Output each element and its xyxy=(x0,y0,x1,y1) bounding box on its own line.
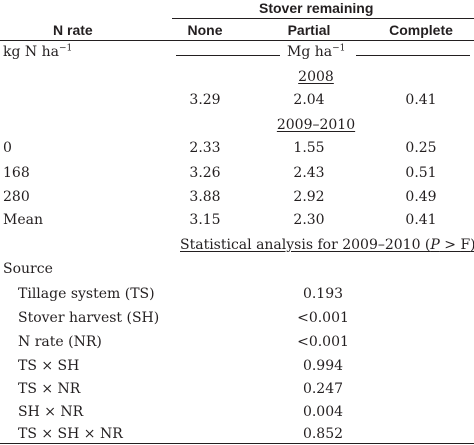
cell-2008-partial: 2.04 xyxy=(293,92,325,108)
source-label-item: TS × SH xyxy=(18,358,80,374)
cell-partial: 2.43 xyxy=(293,165,325,181)
cell-partial: 1.55 xyxy=(293,140,325,156)
p-value: 0.247 xyxy=(302,381,344,397)
col-header-partial: Partial xyxy=(287,22,331,38)
source-label-item: N rate (NR) xyxy=(18,334,102,350)
col-header-none: None xyxy=(187,22,223,38)
row-label: 168 xyxy=(3,165,30,181)
n-rate-unit: kg N ha−1 xyxy=(3,43,73,60)
cell-2008-complete: 0.41 xyxy=(405,92,437,108)
cell-partial: 2.92 xyxy=(293,189,325,205)
units-dash-left xyxy=(176,55,280,56)
row-label: Mean xyxy=(3,212,43,228)
section-title-2009-2010: 2009–2010 xyxy=(276,117,356,133)
stats-title: Statistical analysis for 2009–2010 (P > … xyxy=(180,237,474,253)
source-label-item: TS × SH × NR xyxy=(18,426,123,442)
col-header-complete: Complete xyxy=(389,22,453,38)
n-rate-header: N rate xyxy=(53,22,93,38)
cell-none: 3.15 xyxy=(189,212,221,228)
cell-complete: 0.51 xyxy=(405,165,437,181)
source-label-item: Stover harvest (SH) xyxy=(18,310,160,326)
source-label-item: TS × NR xyxy=(18,381,81,397)
cell-none: 3.88 xyxy=(189,189,221,205)
cell-2008-none: 3.29 xyxy=(189,92,221,108)
cell-complete: 0.41 xyxy=(405,212,437,228)
cell-complete: 0.49 xyxy=(405,189,437,205)
row-label: 280 xyxy=(3,189,30,205)
source-label-item: Tillage system (TS) xyxy=(18,286,155,302)
source-label: Source xyxy=(3,261,53,277)
stover-remaining-header: Stover remaining xyxy=(259,0,374,16)
p-value: 0.193 xyxy=(302,286,344,302)
yield-unit: Mg ha−1 xyxy=(287,43,346,60)
header-group-rule xyxy=(172,18,474,19)
units-dash-right xyxy=(356,55,470,56)
p-value: <0.001 xyxy=(297,310,349,326)
table-bottom-rule xyxy=(0,443,474,444)
header-bottom-rule xyxy=(0,40,474,41)
cell-complete: 0.25 xyxy=(405,140,437,156)
row-label: 0 xyxy=(3,140,12,156)
p-value: 0.994 xyxy=(302,358,344,374)
p-value: 0.004 xyxy=(302,404,344,420)
p-value: 0.852 xyxy=(302,426,344,442)
p-value: <0.001 xyxy=(297,334,349,350)
cell-partial: 2.30 xyxy=(293,212,325,228)
source-label-item: SH × NR xyxy=(18,404,84,420)
cell-none: 3.26 xyxy=(189,165,221,181)
section-title-2008: 2008 xyxy=(298,69,334,85)
cell-none: 2.33 xyxy=(189,140,221,156)
